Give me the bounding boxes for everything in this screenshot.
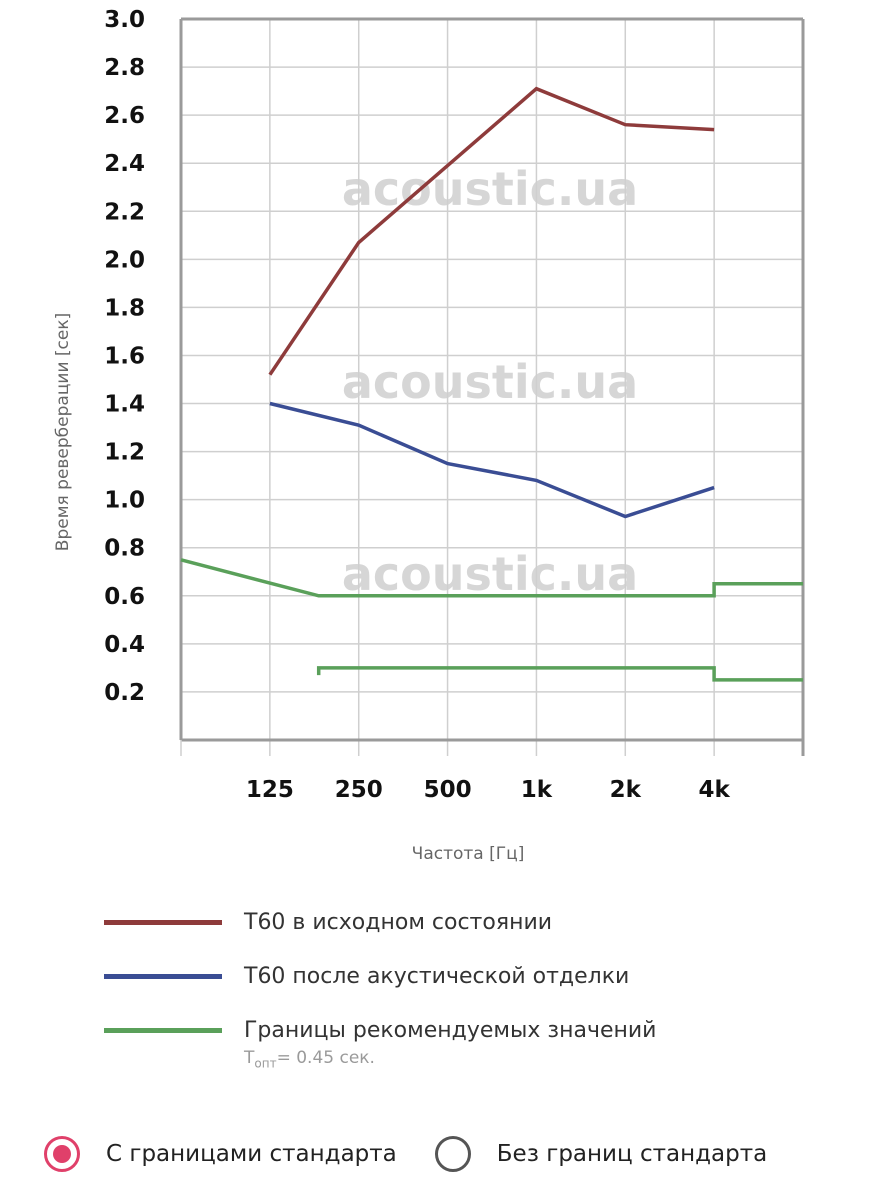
x-tick-labels: 125 250 500 1k 2k 4k bbox=[246, 777, 731, 803]
x-tick-label: 2k bbox=[610, 777, 642, 803]
option-without-standard-label[interactable]: Без границ стандарта bbox=[496, 1141, 768, 1167]
x-axis-title: Частота [Гц] bbox=[412, 844, 525, 864]
legend-label-original: T60 в исходном состоянии bbox=[244, 909, 553, 935]
legend-item-bounds: Границы рекомендуемых значений bbox=[104, 1003, 804, 1057]
option-without-standard[interactable]: Без границ стандарта bbox=[434, 1136, 768, 1172]
y-tick-labels: 3.0 2.8 2.6 2.4 2.2 2.0 1.8 1.6 1.4 1.2 1.0 0.8 0.6 0… bbox=[104, 7, 145, 706]
legend-swatch-bounds bbox=[104, 1027, 222, 1033]
x-tick-label: 500 bbox=[424, 777, 472, 803]
y-tick-label: 2.8 bbox=[104, 55, 145, 81]
legend-label-bounds: Границы рекомендуемых значений bbox=[244, 1017, 657, 1043]
x-tick-label: 4k bbox=[698, 777, 730, 803]
option-with-standard[interactable]: С границами стандарта bbox=[44, 1136, 397, 1172]
note-sub: опт bbox=[254, 1056, 277, 1071]
reverberation-chart: acoustic.ua acoustic.ua acoustic.ua 3.0 2.8… bbox=[53, 7, 805, 864]
radio-with-standard[interactable] bbox=[44, 1136, 80, 1172]
series-line-3 bbox=[316, 666, 803, 682]
radio-without-standard[interactable] bbox=[434, 1136, 471, 1172]
legend-swatch-after bbox=[104, 973, 222, 979]
y-tick-label: 1.8 bbox=[104, 295, 145, 321]
watermark-text: acoustic.ua bbox=[342, 355, 638, 409]
watermark-text: acoustic.ua bbox=[342, 162, 638, 216]
y-tick-label: 1.0 bbox=[104, 488, 145, 514]
watermark-text: acoustic.ua bbox=[342, 547, 638, 601]
y-tick-label: 0.4 bbox=[104, 632, 145, 658]
optimal-time-note: Tопт= 0.45 сек. bbox=[244, 1048, 375, 1070]
y-tick-label: 2.0 bbox=[104, 247, 145, 273]
y-tick-label: 3.0 bbox=[104, 7, 145, 33]
y-tick-label: 1.4 bbox=[104, 392, 145, 418]
radio-dot bbox=[53, 1145, 71, 1163]
y-tick-label: 0.6 bbox=[104, 584, 145, 610]
y-tick-label: 1.6 bbox=[104, 343, 145, 369]
legend-label-after: T60 после акустической отделки bbox=[244, 963, 630, 989]
series-line-1 bbox=[269, 401, 715, 519]
x-tick-label: 1k bbox=[521, 777, 553, 803]
note-prefix: T bbox=[244, 1048, 255, 1068]
chart-legend: T60 в исходном состоянии T60 после акуст… bbox=[104, 895, 804, 1057]
option-with-standard-label[interactable]: С границами стандарта bbox=[106, 1141, 397, 1167]
legend-swatch-original bbox=[104, 919, 222, 925]
y-tick-label: 1.2 bbox=[104, 440, 145, 466]
series-line-2 bbox=[180, 558, 803, 598]
y-tick-label: 0.8 bbox=[104, 536, 145, 562]
series-line-0 bbox=[268, 86, 715, 376]
y-tick-label: 2.4 bbox=[104, 151, 145, 177]
standard-options: С границами стандарта Без границ стандар… bbox=[44, 1130, 844, 1178]
y-tick-label: 2.6 bbox=[104, 103, 145, 129]
x-tick-label: 125 bbox=[246, 777, 294, 803]
y-tick-label: 0.2 bbox=[104, 680, 145, 706]
y-tick-label: 2.2 bbox=[104, 199, 145, 225]
watermarks: acoustic.ua acoustic.ua acoustic.ua bbox=[342, 162, 638, 601]
y-axis-title: Время реверберации [сек] bbox=[53, 313, 73, 551]
x-tick-label: 250 bbox=[335, 777, 383, 803]
legend-item-original: T60 в исходном состоянии bbox=[104, 895, 804, 949]
chart-series bbox=[180, 86, 803, 682]
note-suffix: = 0.45 сек. bbox=[276, 1048, 375, 1068]
legend-item-after: T60 после акустической отделки bbox=[104, 949, 804, 1003]
